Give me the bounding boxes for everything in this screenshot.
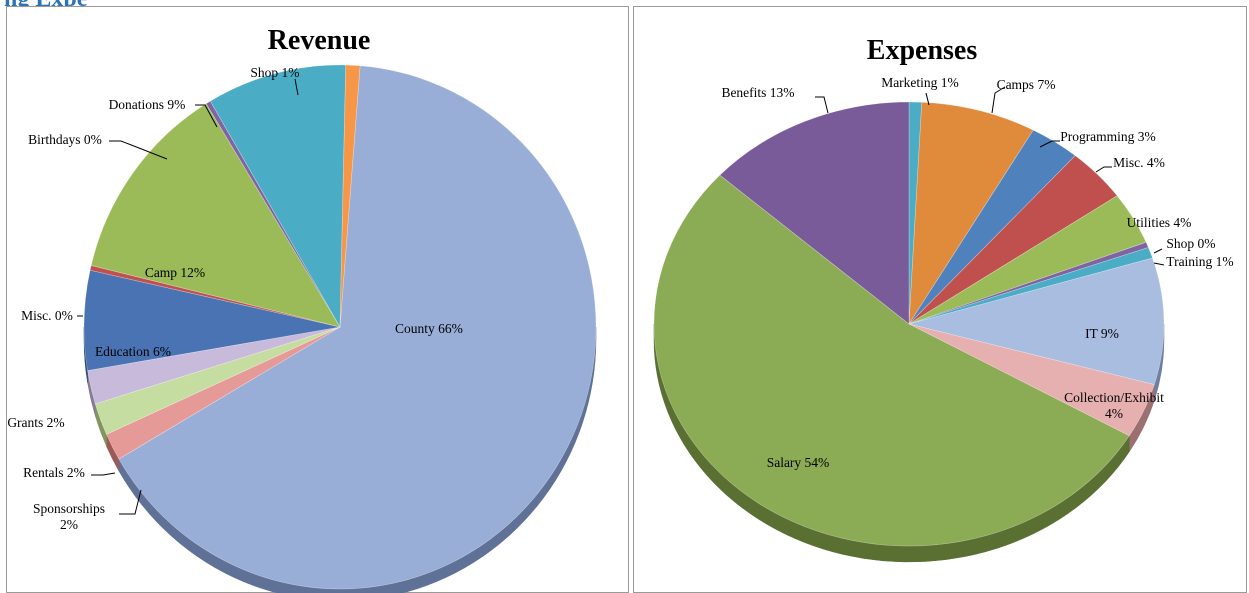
slice-camp [90,103,341,328]
revenue-chart-panel: Revenue County 66% Sponsorships 2% Rentals … [6,6,629,593]
label-birthdays: Birthdays 0% [28,132,102,147]
expenses-chart-panel: Expenses Marketing 1% Camps 7% Programming… [633,6,1247,593]
slice-camps [908,101,1034,326]
leader-shop [1153,248,1163,254]
slice-county [118,65,597,590]
leader-programming [1039,140,1060,148]
revenue-chart-title: Revenue [268,25,371,56]
expenses-slice-labels: Marketing 1% Camps 7% Programming 3% Misc. … [721,75,1233,470]
slice-donations [209,64,347,329]
label-benefits: Benefits 13% [721,85,794,100]
label-shop: Shop 0% [1166,236,1215,251]
expenses-chart-title: Expenses [867,35,978,66]
slice-birthdays [205,100,341,328]
slice-salary [653,174,1130,547]
slice-training [908,247,1153,325]
leader-sponsorships [119,489,142,515]
slice-misc [908,155,1118,325]
leader-misc [1095,166,1112,173]
label-utilities: Utilities 4% [1127,215,1192,230]
leader-marketing [925,92,930,106]
label-donations: Donations 9% [109,97,186,112]
slice-grants [87,326,341,405]
expenses-leader-lines [815,86,1165,266]
label-salary: Salary 54% [767,455,830,470]
label-collection-exhibit: Collection/Exhibit 4% [1064,390,1164,421]
label-marketing: Marketing 1% [881,75,959,90]
slice-benefits [719,101,910,325]
label-it: IT 9% [1085,326,1119,341]
slice-shop [339,64,361,328]
slice-shop [908,241,1149,325]
expenses-pie-chart: Expenses Marketing 1% Camps 7% Programming… [653,35,1234,563]
leader-donations [195,104,218,128]
slice-misc [89,265,341,328]
revenue-pie-slices [83,64,597,590]
revenue-leader-lines [77,78,299,515]
label-training: Training 1% [1166,254,1233,269]
revenue-pie-chart: Revenue County 66% Sponsorships 2% Rentals … [7,25,597,593]
slice-rentals [94,326,341,435]
label-programming: Programming 3% [1060,129,1156,144]
slice-marketing [908,101,923,325]
leader-benefits [815,96,829,114]
label-sponsorships: Sponsorships 2% [33,501,105,532]
label-education: Education 6% [95,344,171,359]
label-shop: Shop 1% [250,65,299,80]
slice-utilities [908,195,1147,325]
leader-shop [294,78,299,96]
leader-camps [991,86,1006,114]
slice-education [83,269,341,371]
slice-it [907,257,1165,385]
leader-training [1153,262,1165,266]
label-county: County 66% [395,321,463,336]
label-grants: Grants 2% [7,415,64,430]
label-misc: Misc. 4% [1113,155,1165,170]
slice-sponsorships [106,326,341,460]
label-rentals: Rentals 2% [23,465,85,480]
slice-programming [908,129,1076,325]
label-camp: Camp 12% [145,265,205,280]
leader-rentals [91,472,116,476]
label-misc: Misc. 0% [21,308,73,323]
leader-birthdays [109,140,168,160]
revenue-slice-labels: County 66% Sponsorships 2% Rentals 2% Grants… [7,65,463,532]
expenses-pie-slices [653,101,1165,547]
slice-collection-exhibit [908,323,1155,437]
label-camps: Camps 7% [997,77,1056,92]
